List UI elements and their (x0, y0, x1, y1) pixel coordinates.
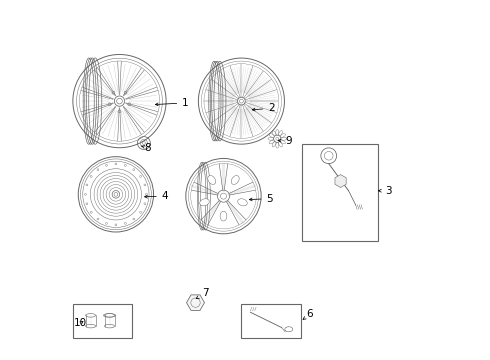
Ellipse shape (200, 199, 209, 206)
Ellipse shape (238, 199, 247, 206)
Bar (302, 144, 378, 241)
Text: 10: 10 (74, 319, 87, 328)
Text: 9: 9 (278, 136, 292, 145)
Text: 6: 6 (303, 310, 313, 319)
Text: 8: 8 (141, 143, 150, 153)
Bar (242, 304, 300, 338)
Text: 3: 3 (379, 186, 392, 196)
Text: 5: 5 (249, 194, 273, 204)
Text: 4: 4 (145, 191, 169, 201)
Text: 1: 1 (155, 98, 189, 108)
Ellipse shape (208, 176, 216, 184)
Ellipse shape (220, 211, 227, 221)
Bar (73, 304, 132, 338)
Ellipse shape (231, 176, 239, 184)
Text: 2: 2 (252, 103, 275, 113)
Text: 7: 7 (196, 288, 209, 298)
